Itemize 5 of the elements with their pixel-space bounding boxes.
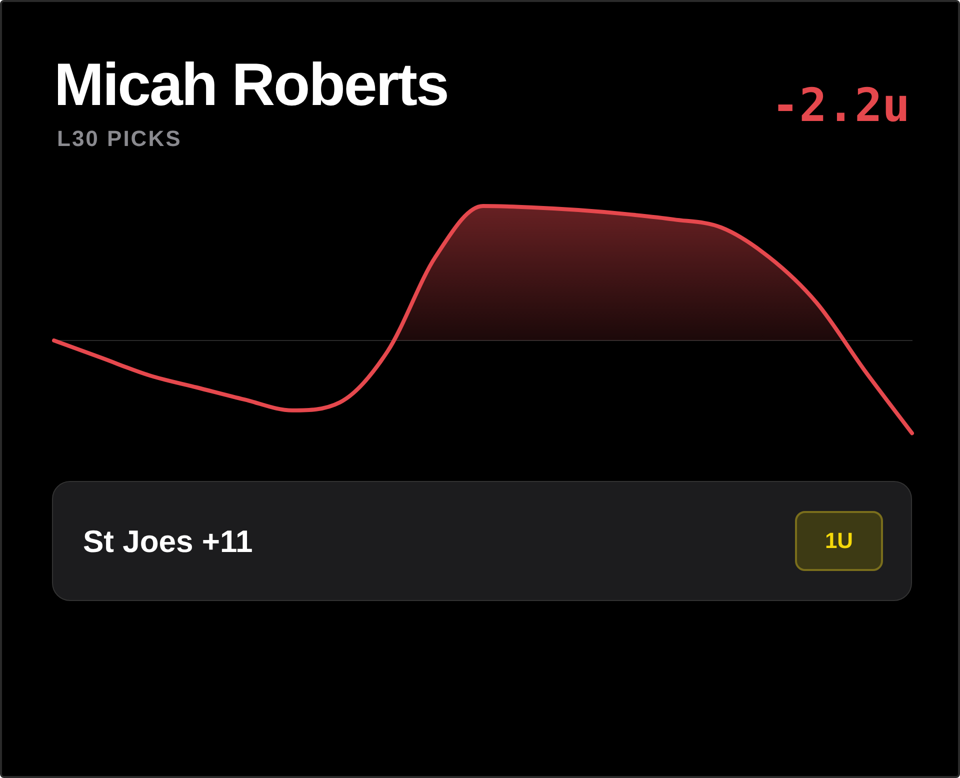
text: 1U: [795, 511, 883, 571]
text: St Joes +11: [83, 524, 253, 560]
chart-title: Micah Roberts: [54, 50, 448, 119]
chart-subtitle: L30 PICKS: [57, 126, 182, 152]
text: -2.2u: [772, 78, 910, 132]
